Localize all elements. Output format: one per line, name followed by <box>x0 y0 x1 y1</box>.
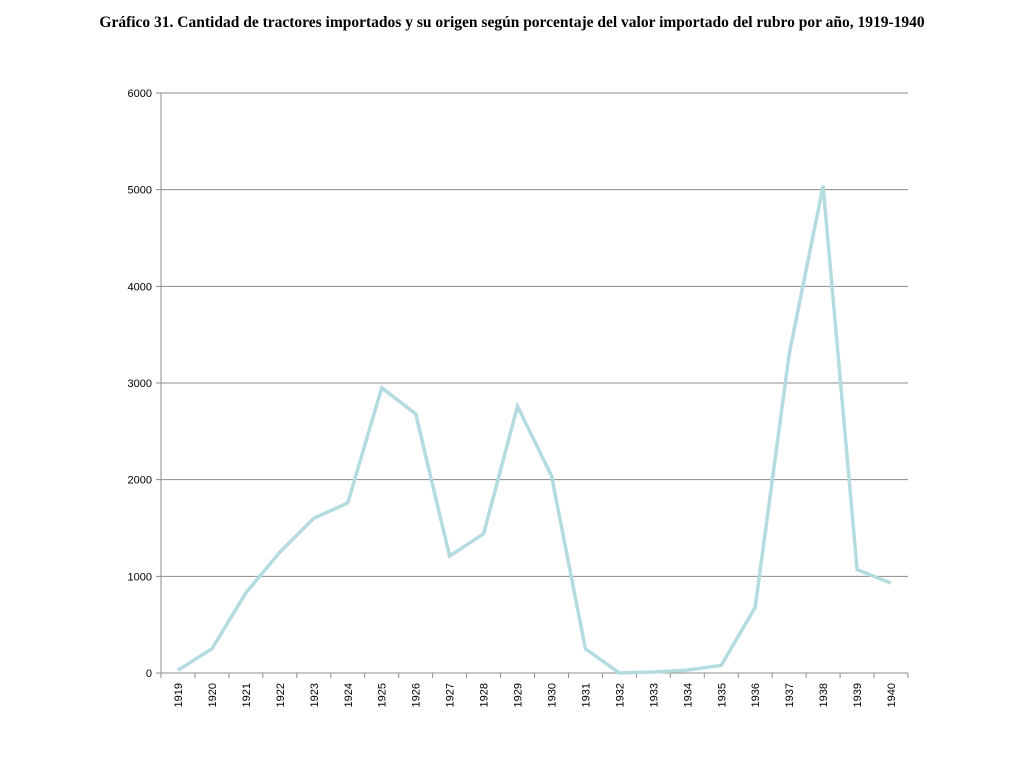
x-tick-label: 1927 <box>445 683 457 707</box>
y-tick-label: 2000 <box>128 475 152 487</box>
x-axis-ticks: 1919 1920 1921 1922 1923 1924 1925 1926 1927 1928… <box>173 683 898 707</box>
x-tick-label: 1931 <box>580 683 592 707</box>
y-tick-label: 3000 <box>128 378 152 390</box>
x-tick-label: 1926 <box>411 683 423 707</box>
x-tick-label: 1923 <box>309 683 321 707</box>
x-tick-label: 1934 <box>682 683 694 707</box>
series-layer <box>177 185 892 675</box>
x-tick-label: 1928 <box>479 683 491 707</box>
y-axis-ticks: 0 1000 2000 3000 4000 5000 6000 <box>128 88 152 680</box>
x-tick-label: 1930 <box>546 683 558 707</box>
x-tick-label: 1936 <box>750 683 762 707</box>
x-tick-label: 1920 <box>207 683 219 707</box>
x-tick-label: 1940 <box>886 683 898 707</box>
y-tick-label: 6000 <box>128 88 152 100</box>
x-tick-label: 1932 <box>614 683 626 707</box>
y-tick-label: 4000 <box>128 281 152 293</box>
x-tick-label: 1919 <box>173 683 185 707</box>
chart-title: Gráfico 31. Cantidad de tractores import… <box>99 14 925 31</box>
axes <box>160 93 909 678</box>
x-tick-label: 1922 <box>275 683 287 707</box>
x-tick-label: 1933 <box>648 683 660 707</box>
x-tick-label: 1924 <box>343 683 355 707</box>
x-tick-label: 1938 <box>818 683 830 707</box>
x-tick-label: 1929 <box>513 683 525 707</box>
x-tick-label: 1925 <box>377 683 389 707</box>
y-tick-label: 5000 <box>128 185 152 197</box>
x-tick-label: 1921 <box>241 683 253 707</box>
x-tick-label: 1937 <box>784 683 796 707</box>
gridlines <box>156 92 908 674</box>
x-tick-label: 1935 <box>716 683 728 707</box>
y-tick-label: 1000 <box>128 571 152 583</box>
series-line-0 <box>177 185 892 675</box>
x-tick-label: 1939 <box>852 683 864 707</box>
y-tick-label: 0 <box>146 668 152 680</box>
